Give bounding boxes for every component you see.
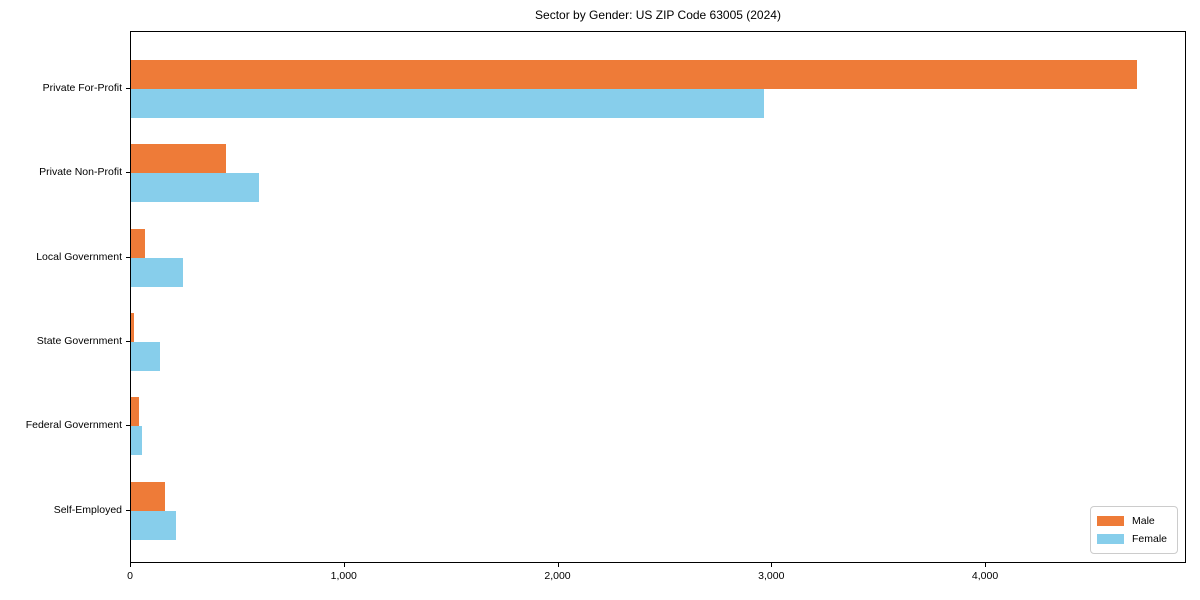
bar-female-1 [131,89,764,118]
legend-entry-male: Male [1097,512,1169,530]
x-tick-mark [343,563,345,567]
bar-female-5 [131,426,142,456]
bar-male-5 [131,397,139,427]
x-tick-label: 4,000 [971,570,999,582]
bar-male-6 [131,481,166,511]
x-tick-mark [130,563,131,567]
bar-female-3 [131,257,184,287]
x-tick-label: 3,000 [758,570,785,582]
bar-male-3 [131,228,145,258]
bar-male-2 [131,144,227,174]
y-tick-label: Federal Government [25,419,122,432]
legend-label: Female [1132,533,1168,545]
legend-swatch-male [1097,516,1124,526]
bar-male-4 [131,312,135,342]
x-tick-mark [985,563,987,567]
y-tick-mark [126,340,130,342]
y-tick-mark [126,88,130,89]
legend-entry-female: Female [1097,530,1169,548]
x-tick-label: 0 [127,570,133,582]
plot-area [130,31,1186,563]
x-tick-mark [771,563,773,567]
legend-label: Male [1132,515,1155,527]
bar-female-6 [131,510,176,540]
y-tick-label: Private For-Profit [42,82,122,94]
y-tick-mark [126,172,130,174]
x-tick-label: 1,000 [330,570,357,582]
y-tick-mark [126,509,130,511]
y-tick-label: State Government [36,334,122,347]
bar-female-4 [131,341,160,371]
y-tick-mark [126,425,130,427]
x-tick-label: 2,000 [544,570,571,582]
bar-male-1 [131,60,1137,89]
y-tick-mark [126,256,130,258]
y-tick-label: Local Government [36,250,122,263]
chart-title: Sector by Gender: US ZIP Code 63005 (202… [535,8,781,22]
x-tick-mark [557,563,559,567]
y-tick-label: Self-Employed [53,503,122,516]
legend-swatch-female [1097,534,1124,544]
legend: Male Female [1090,506,1178,554]
bar-female-2 [131,173,260,203]
y-tick-label: Private Non-Profit [39,166,122,179]
